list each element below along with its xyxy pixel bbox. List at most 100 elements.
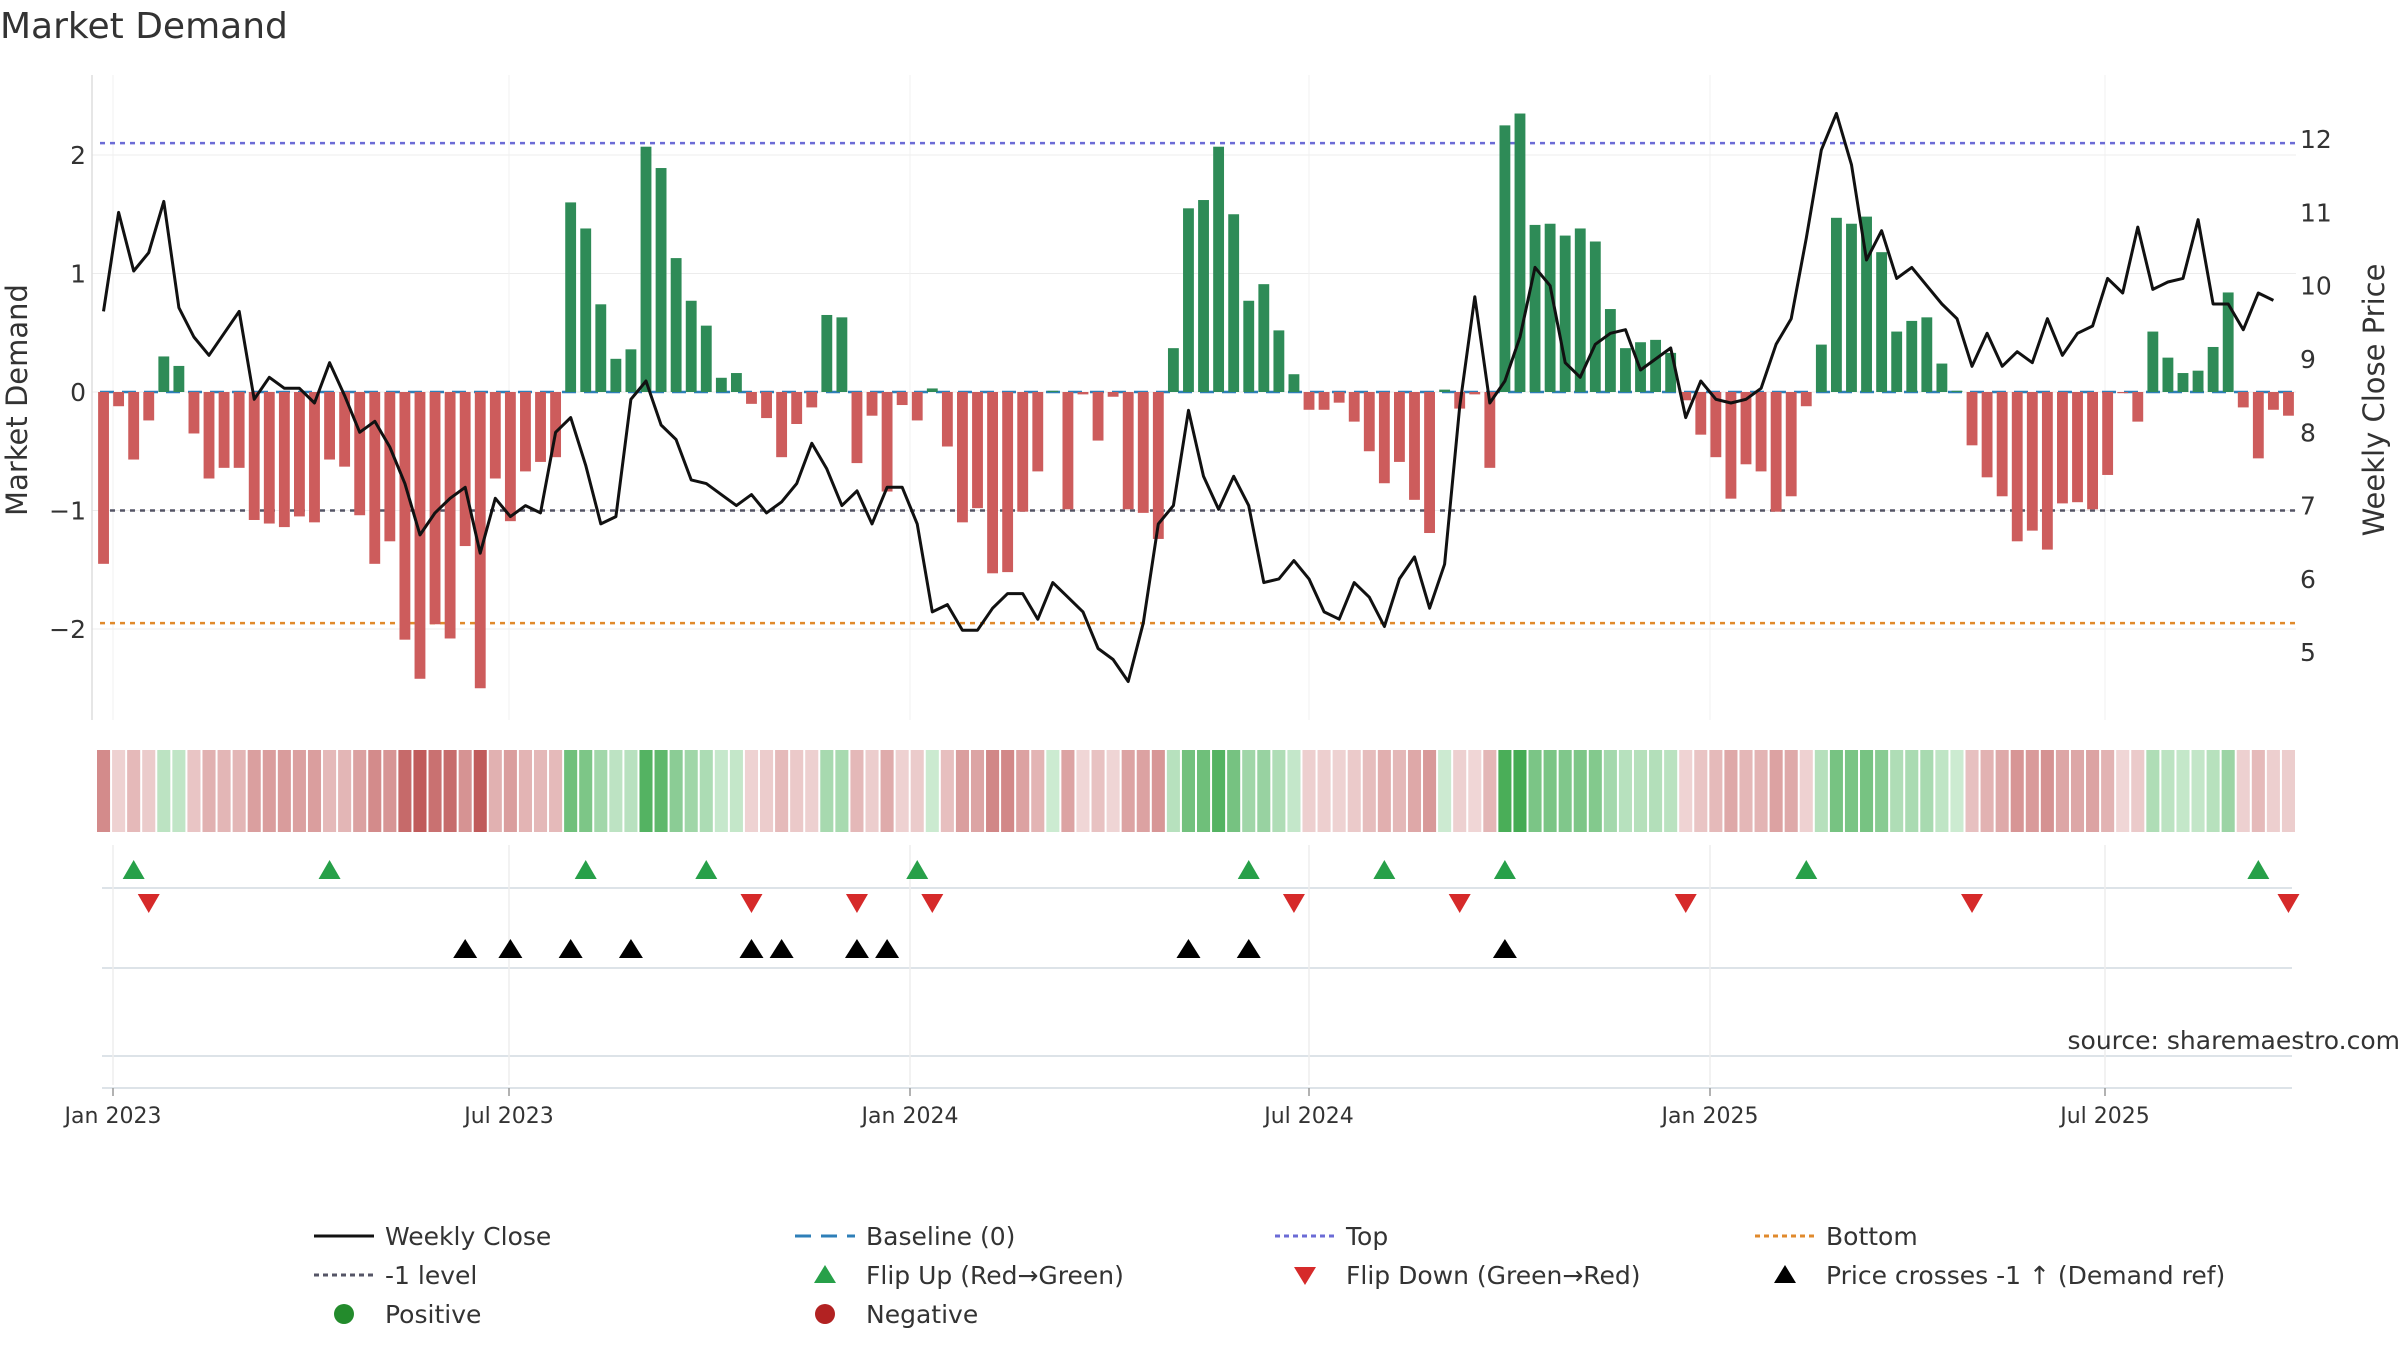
negative-bar (113, 392, 125, 407)
heat-cell (1618, 750, 1632, 832)
heat-cell (1649, 750, 1663, 832)
heat-cell (895, 750, 909, 832)
heat-cell (1287, 750, 1301, 832)
heat-cell (1272, 750, 1286, 832)
negative-bar (278, 392, 290, 528)
flip-up-marker (318, 860, 341, 879)
heat-cell (262, 750, 276, 832)
heat-cell (217, 750, 231, 832)
heat-cell (820, 750, 834, 832)
heat-cell (880, 750, 894, 832)
heat-cell (157, 750, 171, 832)
heat-cell (2055, 750, 2069, 832)
negative-bar (1966, 392, 1978, 446)
heat-cell (1181, 750, 1195, 832)
x-tick-label: Jul 2024 (1262, 1104, 1354, 1129)
heat-cell (986, 750, 1000, 832)
price-cross-marker (1492, 939, 1517, 958)
heat-cell (473, 750, 487, 832)
price-cross-marker (875, 939, 900, 958)
right-axis-label: Weekly Close Price (2357, 264, 2391, 537)
legend-label: Positive (385, 1300, 481, 1329)
heat-cell (744, 750, 759, 832)
negative-bar (1378, 392, 1390, 484)
heat-cell (1438, 750, 1452, 832)
heat-cell (1890, 750, 1904, 832)
heat-cell (1950, 750, 1964, 832)
flip-up-marker (906, 860, 929, 879)
positive-bar (670, 258, 682, 392)
negative-bar (2057, 392, 2068, 504)
heat-cell (2266, 750, 2280, 832)
heat-cell (1242, 750, 1256, 832)
negative-bar (1740, 392, 1752, 465)
heat-cell (970, 750, 985, 832)
heat-cell (1076, 750, 1090, 832)
positive-bar (1439, 389, 1451, 392)
heat-cell (850, 750, 864, 832)
negative-bar (459, 392, 471, 547)
flip-up-marker (122, 860, 145, 879)
heat-cell (1483, 750, 1497, 832)
heat-cell (1980, 750, 1994, 832)
heat-cell (910, 750, 924, 832)
heat-cell (2176, 750, 2190, 832)
negative-bar (1981, 392, 1993, 478)
x-tick-label: Jul 2023 (462, 1104, 554, 1129)
x-tick-label: Jan 2025 (1660, 1104, 1759, 1129)
positive-bar (1815, 344, 1827, 392)
heat-cell (413, 750, 427, 832)
positive-bar (2177, 373, 2189, 392)
legend-swatch (814, 1265, 836, 1283)
negative-bar (2026, 392, 2038, 531)
legend-label: Price crosses -1 ↑ (Demand ref) (1826, 1261, 2225, 1290)
legend-label: Flip Up (Red→Green) (866, 1261, 1124, 1290)
heat-cell (1543, 750, 1557, 832)
legend-item-flip_down: Flip Down (Green→Red) (1294, 1261, 1641, 1290)
negative-bar (776, 392, 788, 458)
right-tick-label: 8 (2300, 418, 2316, 447)
heat-cell (2191, 750, 2205, 832)
legend-item-weekly_close: Weekly Close (314, 1222, 551, 1251)
negative-bar (2087, 392, 2098, 510)
legend-swatch (815, 1304, 835, 1324)
negative-bar (218, 392, 230, 468)
heat-cell (1302, 750, 1316, 832)
flip-down-marker (137, 894, 160, 913)
heat-cell (729, 750, 743, 832)
negative-bar (941, 392, 953, 447)
legend-swatch (334, 1304, 354, 1324)
right-tick-label: 6 (2300, 565, 2316, 594)
heat-cell (1829, 750, 1843, 832)
negative-bar (369, 392, 381, 564)
negative-bar (2283, 392, 2294, 416)
heat-cell (1694, 750, 1708, 832)
positive-bar (580, 228, 592, 392)
positive-bar (1288, 374, 1300, 392)
heat-cell (1844, 750, 1859, 832)
heat-cell (1121, 750, 1135, 832)
positive-bar (1273, 330, 1285, 392)
flip-markers (122, 860, 2300, 913)
heat-cell (1709, 750, 1723, 832)
heat-cell (1528, 750, 1542, 832)
heat-cell (1453, 750, 1467, 832)
positive-bar (1921, 317, 1933, 392)
positive-bar (173, 365, 185, 392)
right-tick-label: 12 (2300, 125, 2332, 154)
heat-cell (1784, 750, 1798, 832)
heat-cell (2010, 750, 2024, 832)
heat-cell (564, 750, 578, 832)
heat-cell (669, 750, 683, 832)
heat-cell (518, 750, 532, 832)
negative-bar (489, 392, 501, 479)
positive-bar (730, 373, 742, 392)
legend-item-bottom: Bottom (1755, 1222, 1918, 1251)
positive-bar (1198, 200, 1209, 392)
price-cross-marker (844, 939, 869, 958)
heat-cell (2086, 750, 2100, 832)
flip-down-marker (1448, 894, 1471, 913)
heat-cell (2251, 750, 2265, 832)
negative-bar (1363, 392, 1375, 452)
